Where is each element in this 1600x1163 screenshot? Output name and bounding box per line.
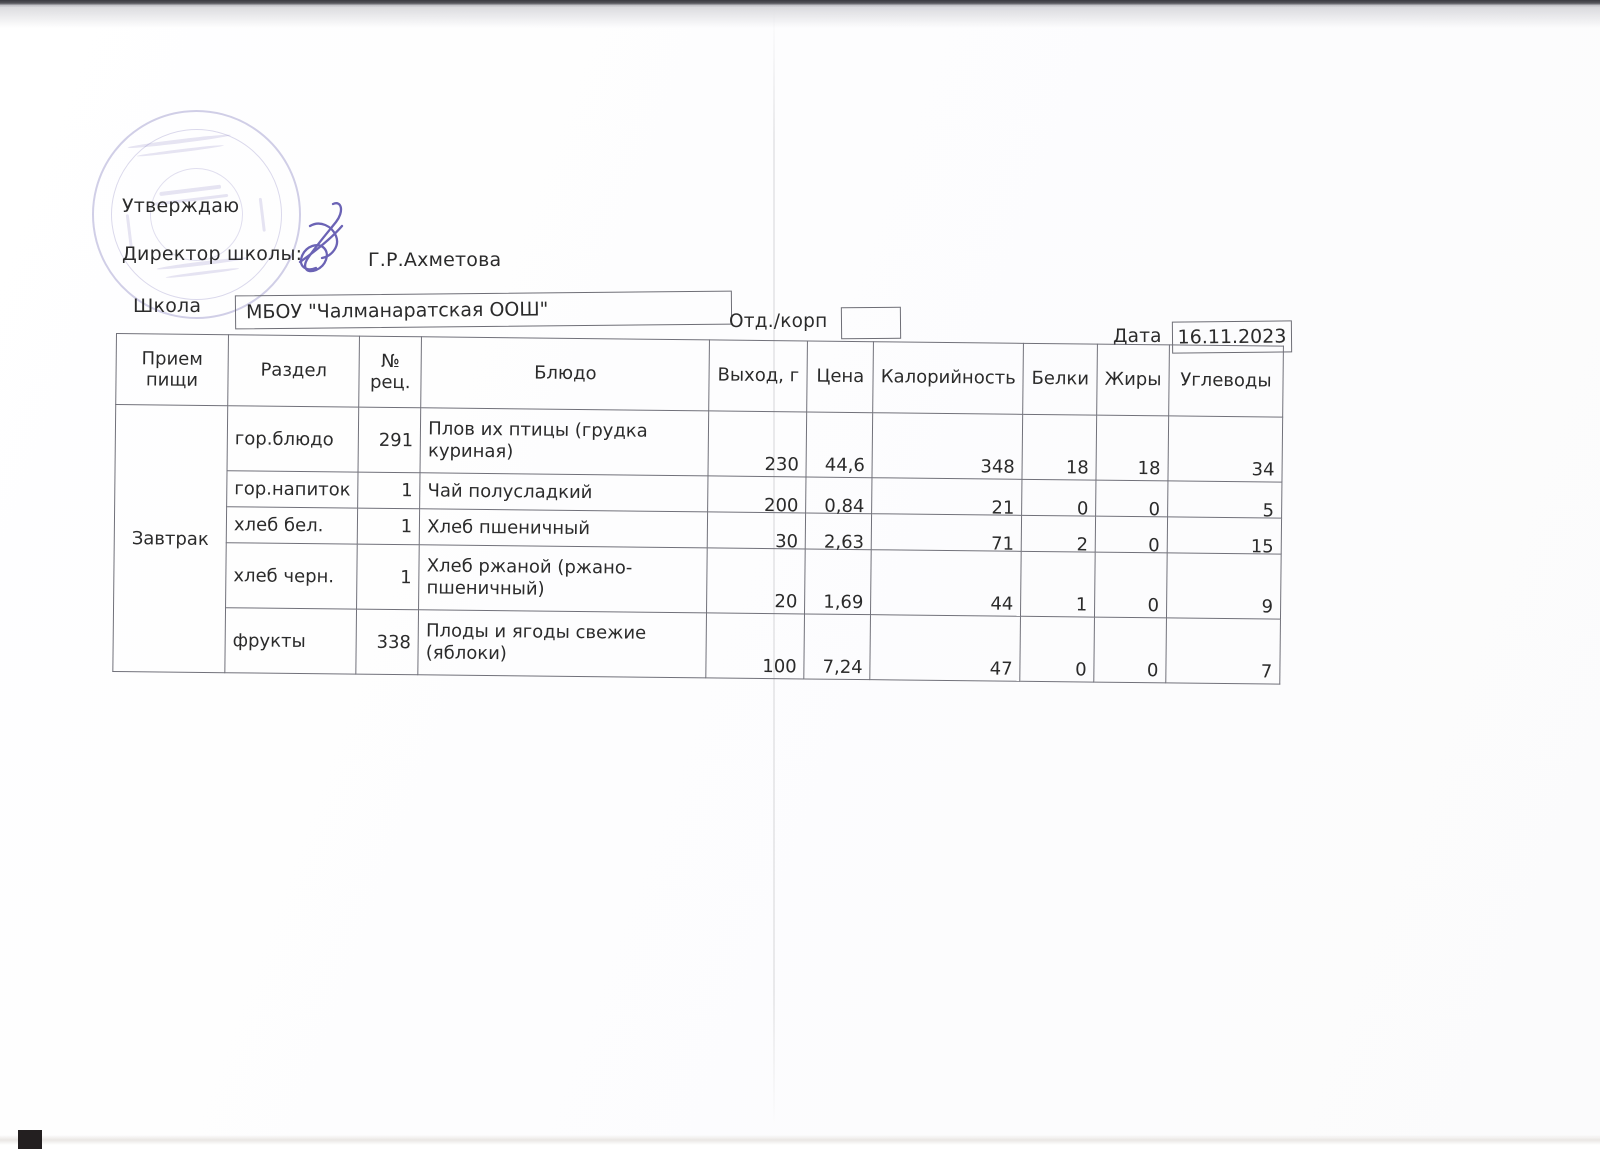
row-output: 100 (762, 655, 797, 677)
scan-registration-mark (18, 1130, 42, 1149)
row-dish: Плоды и ягоды свежие (яблоки) (418, 609, 707, 678)
date-label: Дата (1113, 326, 1162, 347)
col-header-calories: Калорийность (872, 341, 1024, 415)
col-header-price: Цена (806, 340, 874, 413)
row-price: 2,63 (823, 531, 865, 554)
row-fat: 0 (1146, 659, 1159, 681)
row-protein: 0 (1075, 658, 1087, 681)
scan-fold-line (773, 7, 775, 1127)
row-recipe-no: 1 (356, 544, 420, 610)
row-output: 30 (775, 531, 799, 553)
department-label: Отд./корп (729, 311, 828, 332)
row-price: 1,69 (823, 591, 864, 613)
col-header-output: Выход, г (708, 339, 808, 412)
row-recipe-no: 291 (358, 407, 421, 473)
row-recipe-no: 1 (357, 472, 421, 509)
col-header-fat: Жиры (1096, 344, 1170, 416)
director-label: Директор школы: (122, 243, 303, 265)
row-dish: Хлеб ржаной (ржано-пшеничный) (418, 544, 708, 613)
department-field[interactable] (840, 306, 902, 340)
meal-group-cell: Завтрак (112, 404, 228, 673)
col-header-recipe-l1: № (380, 350, 400, 372)
row-calories: 21 (991, 497, 1015, 519)
school-name-field[interactable]: МБОУ "Чалманаратская ООШ" (234, 290, 733, 330)
row-section: хлеб бел. (226, 506, 358, 545)
row-section: хлеб черн. (225, 542, 358, 610)
menu-table: Прием пищи Раздел № рец. Блюдо Выход, г … (112, 333, 1284, 685)
signature-icon (298, 202, 344, 273)
row-fat: 18 (1137, 457, 1161, 479)
row-price: 44,6 (824, 454, 865, 476)
row-protein: 1 (1075, 593, 1088, 616)
director-name: Г.Р.Ахметова (368, 249, 502, 271)
row-calories: 44 (990, 592, 1014, 615)
row-carbs: 7 (1260, 660, 1273, 683)
approve-label: Утверждаю (122, 195, 240, 217)
row-carbs: 15 (1250, 536, 1274, 558)
row-recipe-no: 338 (356, 609, 419, 675)
row-fat: 0 (1148, 535, 1160, 557)
row-calories: 348 (980, 455, 1015, 478)
row-calories: 71 (990, 533, 1015, 555)
row-protein: 0 (1076, 498, 1089, 520)
row-calories: 47 (989, 657, 1013, 680)
row-carbs: 9 (1261, 595, 1274, 618)
row-protein: 18 (1065, 456, 1089, 479)
col-header-section: Раздел (227, 334, 360, 408)
row-recipe-no: 1 (357, 508, 420, 545)
row-fat: 0 (1147, 594, 1160, 616)
row-output: 230 (764, 453, 799, 475)
col-header-dish: Блюдо (420, 336, 710, 411)
row-fat: 0 (1148, 499, 1161, 521)
row-section: фрукты (224, 607, 357, 675)
row-section: гор.блюдо (227, 405, 359, 473)
row-carbs: 34 (1251, 458, 1275, 481)
col-header-recipe-l2: рец. (369, 371, 411, 394)
row-section: гор.напиток (226, 470, 359, 509)
scan-top-edge (0, 0, 1600, 28)
row-carbs: 5 (1262, 500, 1275, 522)
col-header-meal-l1: Прием (141, 348, 203, 370)
row-output: 20 (774, 590, 798, 612)
row-output: 200 (763, 495, 799, 517)
row-price: 0,84 (824, 495, 865, 518)
menu-table-container: Прием пищи Раздел № рец. Блюдо Выход, г … (112, 333, 1284, 685)
scan-bottom-edge (0, 1135, 1600, 1145)
row-price: 7,24 (822, 656, 863, 678)
col-header-recipe-no: № рец. (358, 336, 422, 408)
col-header-meal: Прием пищи (115, 333, 229, 406)
table-header-row: Прием пищи Раздел № рец. Блюдо Выход, г … (115, 333, 1284, 418)
col-header-meal-l2: пищи (145, 369, 199, 391)
row-protein: 2 (1076, 534, 1089, 556)
table-row: фрукты 338 Плоды и ягоды свежие (яблоки)… (113, 606, 1281, 685)
row-dish: Хлеб пшеничный (419, 508, 708, 548)
row-dish: Плов их птицы (грудка куриная) (420, 407, 709, 476)
row-dish: Чай полусладкий (419, 472, 709, 512)
col-header-protein: Белки (1022, 343, 1098, 416)
col-header-carbs: Углеводы (1168, 344, 1284, 418)
school-label: Школа (133, 295, 202, 317)
school-name-value: МБОУ "Чалманаратская ООШ" (245, 298, 549, 324)
